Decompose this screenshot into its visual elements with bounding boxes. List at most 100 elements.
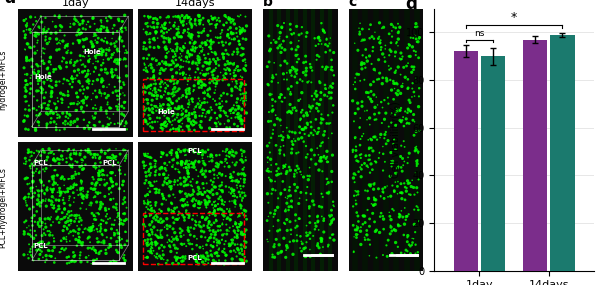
Point (29, 236, 38, 241)
Point (408, 118, 418, 123)
Point (45, 217, 55, 221)
Point (20, 35, 30, 40)
Point (356, 167, 366, 172)
Point (49, 206, 58, 211)
Point (191, 113, 200, 118)
Point (211, 23, 221, 27)
Point (307, 94, 317, 98)
Point (265, 48, 274, 53)
Point (75, 216, 85, 220)
Point (208, 182, 217, 187)
Point (194, 18, 204, 23)
Point (46, 120, 55, 125)
Point (50, 256, 60, 260)
Point (391, 68, 401, 73)
Point (292, 233, 302, 237)
Point (387, 28, 397, 33)
Point (371, 228, 381, 233)
Point (181, 162, 190, 166)
Point (216, 108, 226, 113)
Point (178, 203, 187, 208)
Point (160, 245, 169, 249)
Point (241, 96, 250, 101)
Point (234, 190, 244, 194)
Point (103, 217, 113, 221)
Point (58, 98, 67, 102)
Point (349, 250, 359, 254)
Point (69, 176, 79, 180)
Point (199, 53, 209, 57)
Point (349, 223, 358, 228)
Point (154, 220, 164, 225)
Point (53, 215, 62, 219)
Point (318, 245, 328, 249)
Point (112, 39, 121, 44)
Point (178, 71, 187, 76)
Point (209, 68, 219, 73)
Point (356, 242, 365, 247)
Point (29, 67, 39, 72)
Point (221, 113, 231, 118)
Point (46, 150, 56, 155)
Text: PCL+hydrogel+MFCs: PCL+hydrogel+MFCs (0, 168, 8, 249)
Point (169, 243, 179, 247)
Point (173, 178, 182, 183)
Point (214, 120, 223, 124)
Point (187, 25, 197, 30)
Point (227, 160, 237, 165)
Point (22, 99, 32, 104)
Point (293, 150, 303, 155)
Point (285, 219, 295, 224)
Point (20, 195, 30, 200)
Point (224, 244, 233, 249)
Point (329, 50, 338, 55)
Point (90, 194, 100, 199)
Point (81, 27, 91, 32)
Point (212, 153, 221, 158)
Point (144, 16, 154, 21)
Point (175, 15, 185, 20)
Point (204, 211, 214, 215)
Point (370, 67, 379, 72)
Point (296, 239, 306, 244)
Point (280, 59, 290, 64)
Point (43, 103, 53, 107)
Point (140, 62, 149, 67)
Point (197, 234, 206, 239)
Point (210, 16, 220, 20)
Point (42, 106, 52, 111)
Point (165, 239, 175, 243)
Point (409, 65, 419, 69)
Point (162, 223, 172, 228)
Point (178, 65, 188, 69)
Point (325, 213, 334, 218)
Point (369, 195, 379, 200)
Point (178, 93, 188, 98)
Point (89, 116, 99, 121)
Point (177, 54, 187, 58)
Point (182, 212, 192, 217)
Point (295, 216, 304, 221)
Point (69, 254, 79, 259)
Point (26, 186, 35, 191)
Point (211, 217, 221, 222)
Point (107, 227, 116, 231)
Point (72, 33, 82, 37)
Point (109, 154, 119, 159)
Point (276, 63, 286, 68)
Point (24, 256, 34, 260)
Point (283, 133, 293, 138)
Point (226, 179, 236, 184)
Point (212, 219, 221, 223)
Point (380, 117, 389, 122)
Point (119, 211, 129, 216)
Point (205, 196, 214, 200)
Point (103, 19, 112, 23)
Point (209, 40, 218, 44)
Point (185, 116, 194, 121)
Point (203, 257, 213, 262)
Point (110, 231, 119, 236)
Point (403, 77, 413, 82)
Point (237, 154, 247, 158)
Point (392, 184, 402, 189)
